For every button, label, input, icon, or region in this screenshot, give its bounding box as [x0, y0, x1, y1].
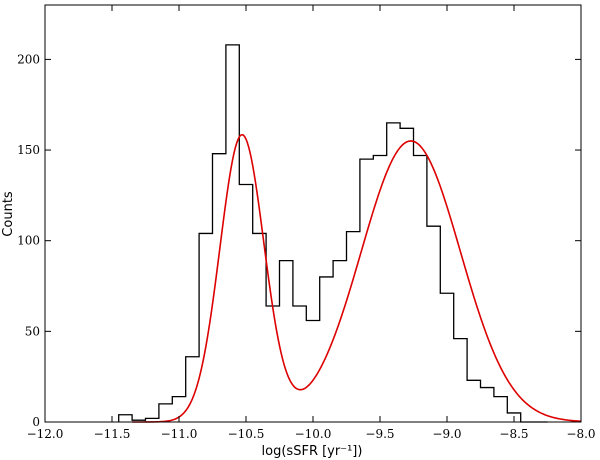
- x-tick-label: −8.5: [499, 427, 528, 441]
- y-tick-label: 100: [17, 234, 40, 248]
- x-tick-label: −12.0: [27, 427, 64, 441]
- axes: −12.0 −11.5 −11.0 −10.5 −10.0 −9.5 −9.0 −8.5 −8.…: [17, 4, 596, 441]
- x-tick-label: −11.5: [94, 427, 131, 441]
- x-tick-label: −8.0: [566, 427, 595, 441]
- x-tick-label: −9.5: [365, 427, 394, 441]
- y-tick-label: 50: [25, 324, 40, 338]
- x-axis-label: log(sSFR [yr⁻¹]): [262, 444, 363, 459]
- y-tick-label: 150: [17, 143, 40, 157]
- y-axis-label: Counts: [1, 191, 16, 237]
- plot-area: [118, 44, 582, 423]
- x-tick-label: −11.0: [161, 427, 198, 441]
- y-tick-label: 0: [32, 415, 40, 429]
- x-tick-label: −10.0: [295, 427, 332, 441]
- axes-frame: [44, 4, 582, 423]
- x-tick-label: −10.5: [228, 427, 265, 441]
- x-tick-label: −9.0: [432, 427, 461, 441]
- histogram-series: [118, 44, 548, 423]
- y-tick-label: 200: [17, 52, 40, 66]
- fit-curve-series: [132, 133, 582, 423]
